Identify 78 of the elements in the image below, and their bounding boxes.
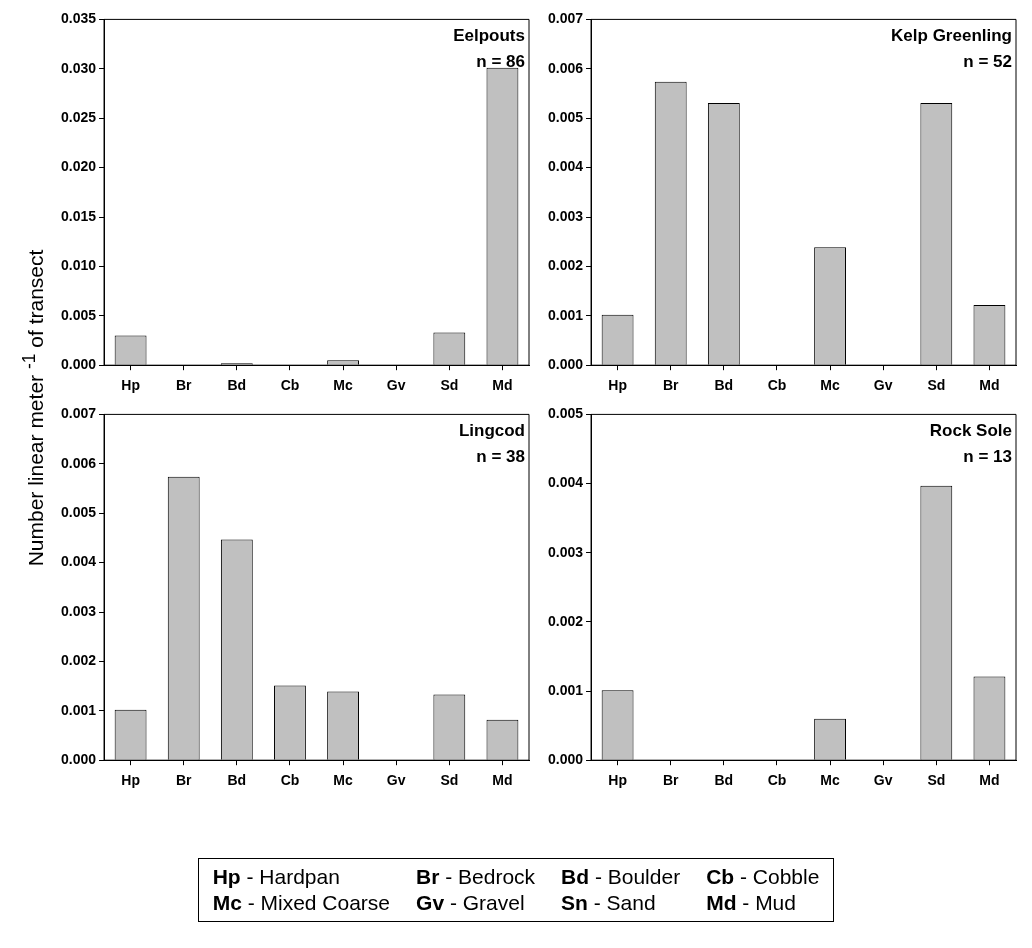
x-tick-label: Md [492,772,513,789]
x-tick-label: Mc [820,377,841,394]
x-tick-label: Br [662,377,680,394]
x-tick-label: Bd [227,377,247,394]
x-tick-label: Sd [927,772,946,789]
annotation: n = 86 [476,51,525,71]
text: Md - Mud [706,891,797,915]
y-tick-label: 0.020 [60,158,97,175]
x-tick-label: Mc [333,772,354,789]
y-tick-label: 0.035 [60,10,97,27]
x-tick-label: Gv [873,772,893,789]
y-tick-label: 0.004 [60,553,97,570]
y-tick-label: 0.025 [60,109,97,126]
text: Sn - Sand [561,891,657,915]
x-tick-label: Br [662,772,680,789]
annotation: Lingcod [458,420,525,440]
x-tick-label: Md [979,772,1000,789]
y-tick-label: 0.010 [60,257,97,274]
x-tick-label: Cb [767,772,787,789]
x-tick-label: Md [979,377,1000,394]
x-tick-label: Bd [714,772,734,789]
annotation: Eelpouts [453,25,525,45]
y-tick-label: 0.002 [547,612,584,629]
x-tick-label: Cb [280,377,300,394]
x-tick-label: Hp [121,772,140,789]
annotation: Kelp Greenling [891,25,1012,45]
x-tick-label: Sd [927,377,946,394]
y-tick-label: 0.003 [547,207,584,224]
annotation: Rock Sole [929,420,1012,440]
y-tick-label: 0.005 [547,109,584,126]
annotation: n = 13 [963,446,1012,466]
text: Cb - Cobble [706,865,820,889]
y-tick-label: 0.002 [60,652,97,669]
text: Gv - Gravel [416,891,526,915]
x-tick-label: Sd [440,772,459,789]
x-tick-label: Hp [121,377,140,394]
x-tick-label: Mc [333,377,354,394]
y-tick-label: 0.000 [60,751,97,768]
x-tick-label: Br [175,772,193,789]
y-tick-label: 0.000 [60,356,97,373]
x-tick-label: Mc [820,772,841,789]
x-tick-label: Gv [386,377,406,394]
y-tick-label: 0.005 [547,405,584,422]
annotation: n = 52 [963,51,1012,71]
x-tick-label: Hp [608,377,627,394]
y-tick-label: 0.003 [547,543,584,560]
text: Mc - Mixed Coarse [212,891,391,915]
y-tick-label: 0.005 [60,306,97,323]
x-tick-label: Br [175,377,193,394]
x-tick-label: Gv [873,377,893,394]
y-tick-label: 0.004 [547,474,584,491]
y-tick-label: 0.002 [547,257,584,274]
y-tick-label: 0.000 [547,751,584,768]
y-tick-label: 0.015 [60,207,97,224]
y-tick-label: 0.004 [547,158,584,175]
x-tick-label: Md [492,377,513,394]
y-tick-label: 0.030 [60,59,97,76]
x-tick-label: Cb [767,377,787,394]
text: Hp - Hardpan [212,865,341,889]
y-tick-label: 0.001 [60,701,97,718]
y-tick-label: 0.007 [547,10,584,27]
annotation: n = 38 [476,446,525,466]
y-tick-label: 0.001 [547,681,584,698]
x-tick-label: Hp [608,772,627,789]
x-tick-label: Cb [280,772,300,789]
y-tick-label: 0.006 [547,59,584,76]
x-tick-label: Sd [440,377,459,394]
text: Br - Bedrock [416,865,536,889]
y-tick-label: 0.006 [60,454,97,471]
y-tick-label: 0.001 [547,306,584,323]
y-tick-label: 0.003 [60,602,97,619]
x-tick-label: Bd [714,377,734,394]
x-tick-label: Bd [227,772,247,789]
y-tick-label: 0.007 [60,405,97,422]
y-tick-label: 0.000 [547,356,584,373]
y-tick-label: 0.005 [60,504,97,521]
x-tick-label: Gv [386,772,406,789]
text: Bd - Boulder [561,865,681,889]
